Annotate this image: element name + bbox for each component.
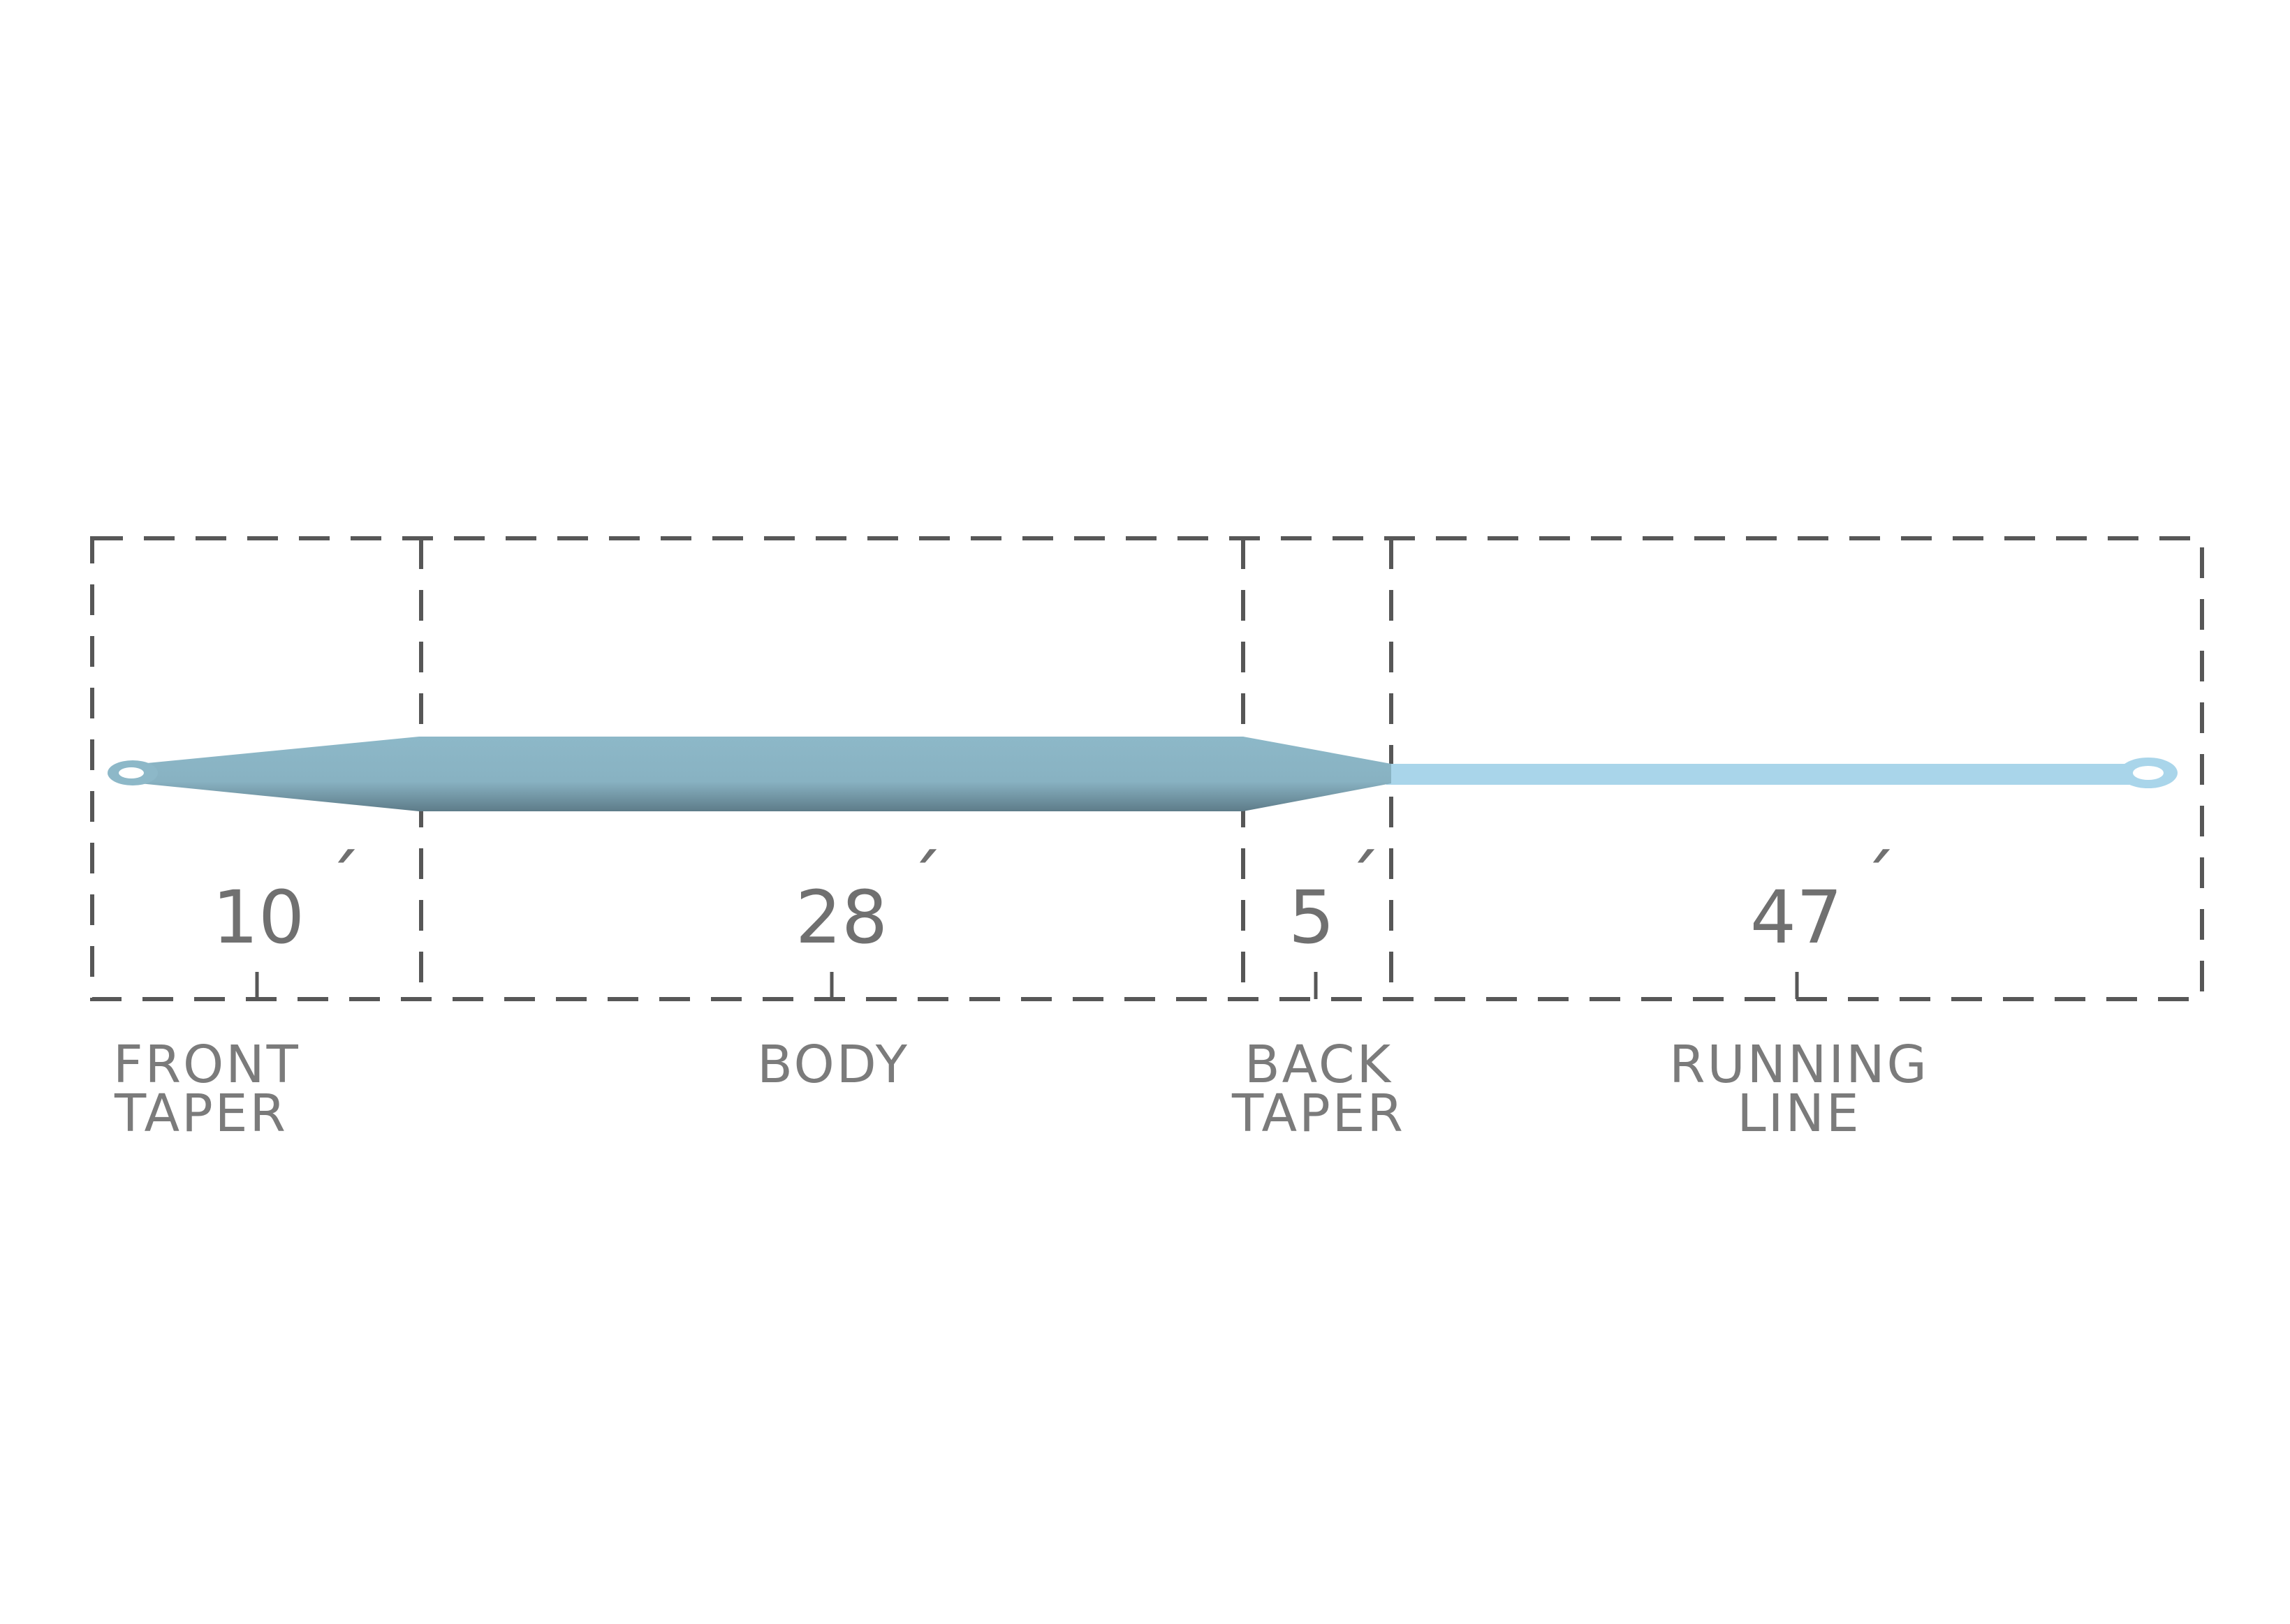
length-body: 28 (795, 875, 888, 960)
unit-mark: ´ (1344, 840, 1381, 925)
label-front-taper-line2: TAPER (114, 1084, 288, 1144)
front-loop-hole (119, 767, 144, 778)
label-back-taper-line2: TAPER (1231, 1084, 1405, 1144)
rear-loop-hole (2133, 766, 2164, 780)
outer-dashed-frame (90, 536, 2204, 1001)
label-running-line-line2: LINE (1737, 1084, 1860, 1144)
head-shape (140, 737, 1391, 811)
label-front-taper-line1: FRONT (113, 1035, 300, 1095)
label-body: BODY (757, 1035, 909, 1095)
length-running-line: 47 (1750, 875, 1842, 960)
running-line-shape (1386, 764, 2137, 785)
unit-mark: ´ (1860, 840, 1896, 925)
unit-mark: ´ (907, 840, 943, 925)
label-back-taper-line1: BACK (1245, 1035, 1393, 1095)
length-back-taper: 5 (1289, 875, 1335, 960)
unit-mark: ´ (325, 840, 361, 925)
length-front-taper: 10 (212, 875, 304, 960)
label-running-line-line1: RUNNING (1669, 1035, 1929, 1095)
